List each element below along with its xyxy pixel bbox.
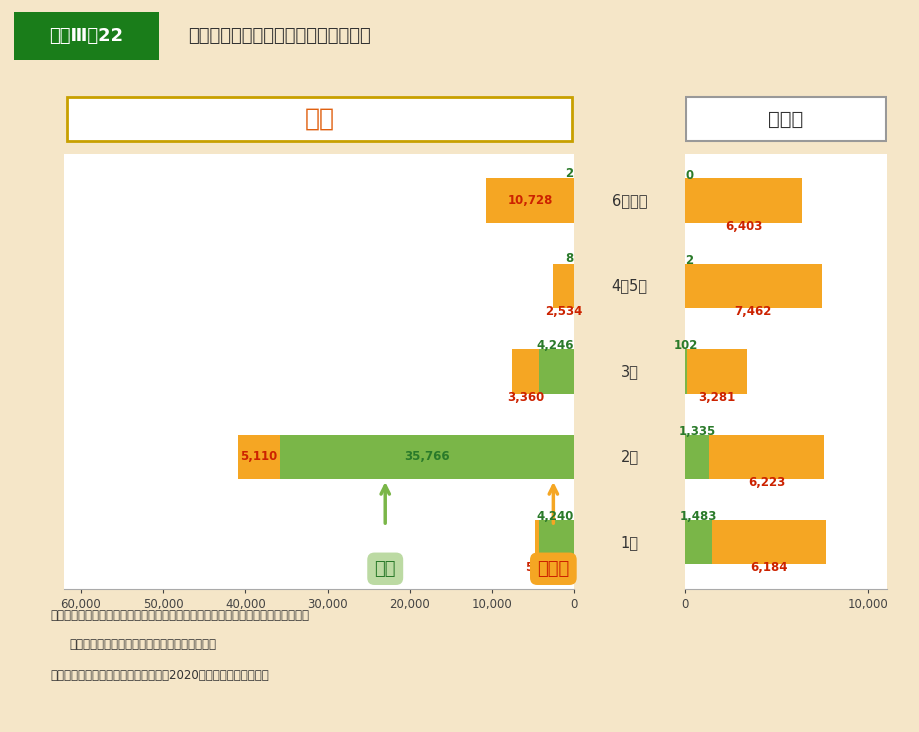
- Text: 3,360: 3,360: [507, 391, 544, 403]
- Bar: [686, 349, 747, 394]
- FancyBboxPatch shape: [14, 12, 159, 59]
- Bar: [685, 349, 686, 394]
- Text: 2階: 2階: [620, 449, 639, 464]
- Text: 4,240: 4,240: [537, 510, 574, 523]
- Text: 4～5階: 4～5階: [611, 279, 648, 294]
- Bar: [539, 520, 574, 564]
- Bar: [685, 179, 802, 223]
- Text: 非住宅とはこれら以外をまとめたものとした。: 非住宅とはこれら以外をまとめたものとした。: [69, 638, 216, 651]
- Text: 資料Ⅲ－22: 資料Ⅲ－22: [50, 27, 123, 45]
- Bar: [536, 520, 539, 564]
- Text: 木造: 木造: [374, 560, 396, 578]
- Text: 6,184: 6,184: [750, 561, 788, 575]
- Text: 102: 102: [674, 340, 698, 352]
- Text: 6,403: 6,403: [725, 220, 762, 233]
- Text: 非住宅: 非住宅: [768, 110, 803, 128]
- Text: 4,246: 4,246: [537, 340, 574, 352]
- Bar: [553, 264, 574, 308]
- Bar: [685, 520, 712, 564]
- Text: 5,110: 5,110: [241, 450, 278, 463]
- Bar: [486, 179, 574, 223]
- Text: 住宅: 住宅: [304, 107, 335, 131]
- Text: 資料：国土交通省「建築着工統計調査2020年」より林野庁作成。: 資料：国土交通省「建築着工統計調査2020年」より林野庁作成。: [51, 669, 269, 682]
- Text: 7,462: 7,462: [734, 305, 772, 318]
- Bar: [709, 435, 823, 479]
- Text: 6,223: 6,223: [748, 476, 785, 489]
- Text: 3,281: 3,281: [698, 391, 735, 403]
- Text: 35,766: 35,766: [404, 450, 450, 463]
- Text: 6階以上: 6階以上: [612, 193, 647, 208]
- FancyBboxPatch shape: [686, 97, 886, 141]
- Text: 1,483: 1,483: [679, 510, 717, 523]
- Text: 階層別・構造別の着工建築物の床面積: 階層別・構造別の着工建築物の床面積: [188, 27, 371, 45]
- Text: 1階: 1階: [620, 535, 639, 550]
- Text: 3階: 3階: [620, 364, 639, 379]
- Text: 0: 0: [686, 168, 694, 182]
- Text: 注：住宅とは居住専用住宅、居住専用準住宅、居住産業併用建築物の合計であり、: 注：住宅とは居住専用住宅、居住専用準住宅、居住産業併用建築物の合計であり、: [51, 608, 310, 621]
- Bar: [238, 435, 280, 479]
- Text: 8: 8: [565, 253, 573, 265]
- Bar: [712, 520, 825, 564]
- Text: 507: 507: [525, 561, 550, 575]
- Bar: [685, 264, 822, 308]
- Text: 2,534: 2,534: [545, 305, 583, 318]
- Bar: [685, 435, 709, 479]
- Text: 非木造: 非木造: [538, 560, 570, 578]
- Bar: [539, 349, 574, 394]
- FancyBboxPatch shape: [67, 97, 572, 141]
- Text: 1,335: 1,335: [678, 425, 716, 438]
- Text: 2: 2: [565, 167, 573, 180]
- Text: 2: 2: [686, 254, 694, 267]
- Text: 10,728: 10,728: [507, 194, 553, 207]
- Bar: [280, 435, 574, 479]
- Bar: [512, 349, 539, 394]
